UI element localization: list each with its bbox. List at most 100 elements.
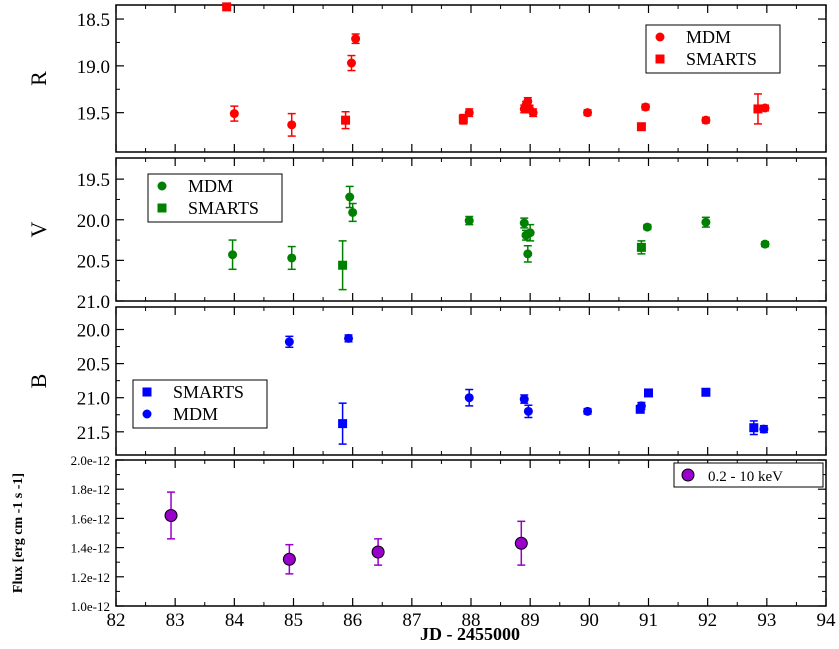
y-tick-label: 1.8e-12	[71, 482, 110, 497]
data-point	[749, 423, 759, 433]
series-mdm	[228, 185, 770, 271]
y-tick-label: 19.5	[77, 170, 110, 191]
data-point	[519, 394, 529, 404]
series-smarts	[338, 240, 646, 291]
legend-label: SMARTS	[686, 49, 757, 69]
legend-box	[673, 462, 824, 488]
series-smarts	[222, 2, 763, 132]
data-point	[284, 337, 294, 347]
data-point	[345, 192, 355, 202]
y-tick-label: 1.4e-12	[71, 541, 110, 556]
data-point	[282, 552, 296, 566]
x-tick-label: 90	[580, 610, 599, 631]
data-point	[528, 108, 538, 118]
data-point	[287, 253, 297, 263]
x-tick-label: 82	[107, 610, 126, 631]
data-point	[229, 109, 239, 119]
x-axis: 82 83 84 85 86 87 88 89 90 91 92 93 94	[107, 610, 837, 631]
y-tick-label: 20.0	[77, 321, 110, 342]
data-point	[338, 260, 348, 270]
data-point	[760, 103, 770, 113]
x-tick-label: 94	[817, 610, 837, 631]
legend-label: MDM	[188, 176, 233, 196]
panels: 18.519.019.5RMDMSMARTS19.520.020.521.0VM…	[11, 2, 827, 614]
data-point	[701, 217, 711, 227]
data-point	[344, 333, 354, 343]
y-axis-label: V	[26, 221, 51, 237]
data-point	[701, 387, 711, 397]
panel-4: 1.0e-12 1.2e-12 1.4e-12 1.6e-12 1.8e-12 2.0e-…	[11, 453, 827, 614]
data-point	[636, 122, 646, 132]
data-point	[514, 536, 528, 550]
x-tick-label: 85	[284, 610, 303, 631]
y-tick-label: 19.5	[77, 104, 110, 125]
y-tick-label: 1.2e-12	[71, 570, 110, 585]
legend: 0.2 - 10 keV	[673, 462, 824, 488]
data-point	[523, 406, 533, 416]
data-point	[759, 424, 769, 434]
y-tick-label: 1.0e-12	[71, 599, 110, 614]
data-point	[287, 120, 297, 130]
x-tick-label: 87	[402, 610, 421, 631]
data-point	[464, 216, 474, 226]
legend-label: 0.2 - 10 keV	[708, 469, 783, 485]
y-tick-label: 18.5	[77, 10, 110, 31]
data-point	[458, 114, 468, 124]
legend-marker	[142, 387, 152, 397]
data-point	[642, 222, 652, 232]
data-point	[583, 108, 593, 118]
legend-marker	[157, 181, 167, 191]
x-tick-label: 93	[757, 610, 776, 631]
data-point	[371, 545, 385, 559]
x-tick-label: 92	[698, 610, 717, 631]
data-point	[222, 2, 232, 12]
legend-box	[147, 173, 283, 223]
y-axis-label: R	[26, 71, 51, 86]
series-0-2-10-kev	[164, 491, 528, 575]
x-tick-label: 88	[462, 610, 481, 631]
x-tick-label: 91	[639, 610, 658, 631]
y-tick-label: 20.5	[77, 251, 110, 272]
y-tick-label: 1.6e-12	[71, 511, 110, 526]
legend-marker	[655, 32, 665, 42]
legend-marker	[681, 468, 695, 482]
data-point	[228, 250, 238, 260]
legend-marker	[157, 203, 167, 213]
data-point	[583, 406, 593, 416]
legend-marker	[142, 409, 152, 419]
legend-marker	[655, 54, 665, 64]
data-point	[523, 96, 533, 106]
series-mdm	[284, 333, 769, 434]
data-point	[641, 102, 651, 112]
x-axis-label: JD - 2455000	[420, 624, 520, 644]
legend-label: SMARTS	[188, 198, 259, 218]
data-point	[636, 401, 646, 411]
data-point	[760, 239, 770, 249]
data-point	[644, 388, 653, 398]
y-tick-label: 20.0	[77, 211, 110, 232]
series-smarts	[338, 387, 759, 445]
y-axis-label: B	[26, 374, 51, 389]
y-tick-label: 21.5	[77, 423, 110, 444]
x-tick-label: 86	[343, 610, 362, 631]
legend-box	[645, 24, 781, 74]
y-tick-label: 2.0e-12	[71, 453, 110, 468]
y-axis-label: Flux [erg cm -1 s -1]	[11, 473, 26, 593]
data-point	[753, 104, 763, 114]
x-tick-label: 84	[225, 610, 245, 631]
y-tick-label: 21.0	[77, 292, 110, 313]
legend-label: MDM	[686, 27, 731, 47]
x-tick-label: 89	[521, 610, 540, 631]
data-point	[464, 393, 474, 403]
data-point	[523, 249, 533, 259]
data-point	[636, 242, 646, 252]
data-point	[338, 419, 348, 429]
legend-label: SMARTS	[173, 382, 244, 402]
data-point	[341, 115, 351, 125]
y-tick-label: 20.5	[77, 355, 110, 376]
